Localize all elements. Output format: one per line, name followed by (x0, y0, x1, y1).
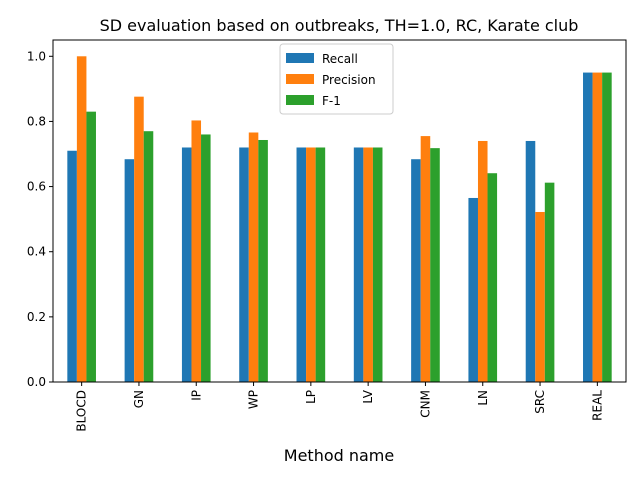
bar-recall-lp (296, 147, 307, 382)
legend-label-f-1: F-1 (322, 94, 341, 108)
y-tick-label: 0.0 (27, 375, 46, 389)
x-tick-label-real: REAL (590, 390, 604, 421)
legend-label-precision: Precision (322, 73, 376, 87)
bar-recall-lv (353, 147, 364, 382)
legend-swatch-precision (286, 74, 314, 84)
y-tick-label: 0.4 (27, 245, 46, 259)
x-tick-label-wp: WP (247, 390, 261, 409)
y-tick-label: 0.8 (27, 114, 46, 128)
bar-precision-real (592, 72, 603, 382)
x-axis: BLOCD GN IP WP LP LV CNM LN SRC REAL (75, 382, 604, 432)
bar-recall-real (583, 72, 593, 382)
bar-f-1-ip (201, 134, 211, 382)
legend-label-recall: Recall (322, 52, 358, 66)
chart-title: SD evaluation based on outbreaks, TH=1.0… (100, 16, 579, 35)
x-tick-label-lv: LV (361, 389, 375, 403)
x-tick-label-ln: LN (476, 390, 490, 406)
x-axis-label: Method name (284, 446, 394, 465)
bars-layer (67, 56, 612, 383)
bar-f-1-real (602, 72, 612, 382)
x-tick-label-src: SRC (533, 390, 547, 414)
bar-recall-wp (239, 147, 249, 382)
plot-frame (52, 39, 627, 383)
y-tick-label: 1.0 (27, 49, 46, 63)
y-tick-label: 0.6 (27, 180, 46, 194)
bar-f-1-ln (487, 173, 498, 382)
bar-precision-gn (134, 96, 144, 383)
bar-recall-ip (181, 147, 192, 382)
bar-f-1-cnm (430, 148, 440, 382)
y-tick-label: 0.2 (27, 310, 46, 324)
x-tick-label-lp: LP (304, 390, 318, 404)
bar-precision-src (535, 211, 545, 382)
bar-precision-blocd (76, 56, 87, 382)
bar-f-1-lp (315, 147, 326, 382)
bar-precision-ip (191, 120, 202, 382)
x-tick-label-ip: IP (189, 390, 203, 401)
bar-f-1-blocd (86, 111, 96, 382)
bar-f-1-gn (143, 131, 154, 382)
bar-f-1-src (544, 182, 555, 382)
bar-f-1-wp (258, 139, 268, 382)
bar-recall-ln (468, 197, 478, 382)
legend-swatch-recall (286, 53, 314, 63)
bar-recall-gn (124, 159, 135, 382)
x-tick-label-blocd: BLOCD (75, 390, 89, 432)
y-axis: 0.0 0.2 0.4 0.6 0.8 1.0 (27, 49, 53, 389)
bar-precision-wp (248, 132, 259, 382)
legend-swatch-f-1 (286, 95, 314, 105)
bar-recall-src (525, 140, 536, 382)
bar-precision-ln (477, 140, 488, 382)
bar-recall-blocd (67, 150, 77, 382)
bar-f-1-lv (372, 147, 383, 382)
bar-precision-lv (363, 147, 373, 382)
bar-recall-cnm (411, 159, 421, 382)
x-tick-label-cnm: CNM (418, 390, 432, 418)
legend: Recall Precision F-1 (279, 43, 394, 115)
bar-precision-cnm (420, 136, 431, 382)
x-tick-label-gn: GN (132, 390, 146, 408)
bar-precision-lp (306, 147, 316, 382)
